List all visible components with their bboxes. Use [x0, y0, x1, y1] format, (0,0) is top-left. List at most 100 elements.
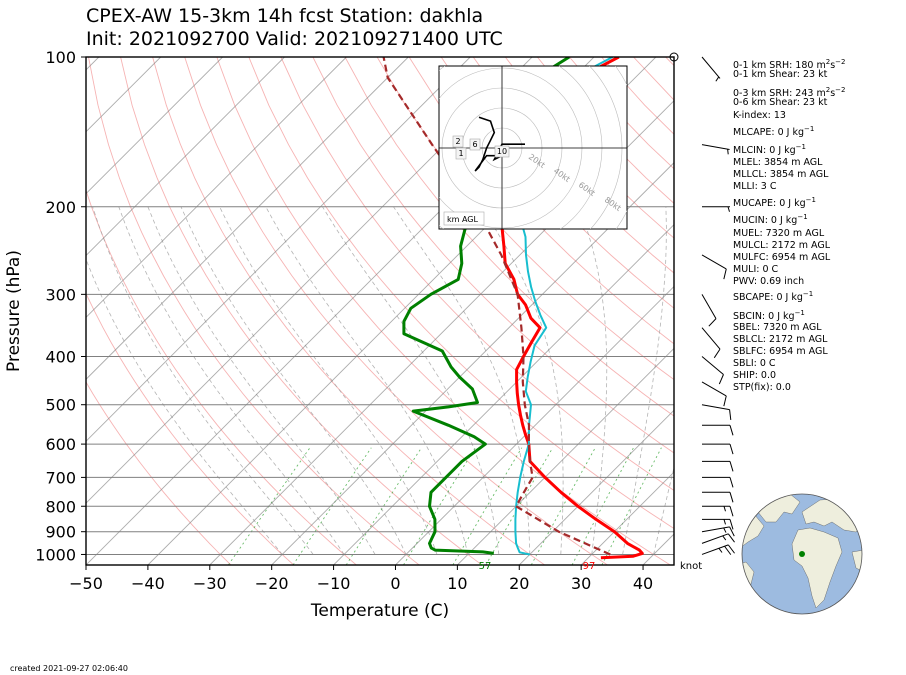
wind-barb [702, 424, 734, 436]
moist-adiabat [578, 206, 608, 555]
calm-wind-marker [669, 52, 679, 62]
wind-barb [702, 476, 734, 488]
index-row: SBLFC: 6954 m AGL [733, 346, 828, 357]
hodograph-height-box [455, 147, 467, 160]
wind-barb [702, 443, 734, 455]
y-tick-label: 600 [45, 435, 76, 454]
moist-adiabat [393, 206, 531, 555]
y-tick-label: 200 [45, 198, 76, 217]
mixing-ratio-line [530, 447, 596, 565]
index-row: MUCAPE: 0 J kg−1 [733, 196, 816, 210]
isotherm [580, 471, 674, 565]
x-tick-label: 20 [509, 574, 529, 593]
index-row: SHIP: 0.0 [733, 370, 777, 381]
wind-barb [701, 254, 727, 280]
hodograph-trace [474, 116, 525, 172]
index-row: SBCIN: 0 J kg−1 [733, 309, 805, 323]
hodograph-legend-box [443, 211, 485, 226]
x-axis-label: Temperature (C) [310, 601, 449, 621]
index-row: MULFC: 6954 m AGL [733, 252, 831, 263]
index-row: MLCIN: 0 J kg−1 [733, 143, 806, 157]
isotherm [518, 409, 674, 565]
index-row: STP(fix): 0.0 [733, 382, 791, 393]
index-row: SBCAPE: 0 J kg−1 [733, 290, 814, 304]
moist-adiabat [481, 206, 564, 555]
wind-barb [701, 356, 724, 385]
wind-barb [702, 491, 734, 503]
index-row: SBLCL: 2172 m AGL [733, 334, 828, 345]
footer-timestamp: created 2021-09-27 02:06:40 [10, 664, 128, 673]
y-tick-label: 500 [45, 396, 76, 415]
isotherm [86, 57, 285, 257]
isotherm [86, 57, 223, 195]
dry-adiabat [472, 57, 674, 274]
moist-adiabat [653, 465, 674, 555]
mixing-ratio-line [601, 447, 662, 565]
moist-adiabat [219, 206, 438, 555]
dry-adiabat [344, 57, 674, 417]
moist-adiabat [265, 206, 469, 555]
y-tick-label: 300 [45, 285, 76, 304]
mixing-ratio-line [292, 447, 372, 565]
mixing-ratio-line [345, 447, 422, 565]
moist-adiabat [118, 206, 345, 555]
surface-dewpoint-label: 57 [479, 561, 492, 572]
index-row: SBEL: 7320 m AGL [733, 322, 822, 333]
wind-barb [701, 381, 727, 407]
x-tick-label: 30 [571, 574, 591, 593]
wind-barb [702, 518, 734, 530]
wind-barb [701, 526, 735, 537]
moist-adiabat [622, 206, 667, 555]
x-tick-label: −40 [131, 574, 165, 593]
y-tick-label: 800 [45, 497, 76, 516]
hodograph-height-box [494, 145, 510, 158]
isotherm [271, 162, 674, 565]
moist-adiabat [147, 206, 376, 555]
wind-barb [702, 505, 734, 517]
x-tick-label: −10 [317, 574, 351, 593]
plot-frame [85, 56, 675, 566]
dry-adiabat [152, 57, 545, 565]
isotherm [395, 285, 674, 565]
dry-adiabat [120, 57, 483, 565]
index-row: MLEL: 3854 m AGL [733, 157, 823, 168]
chart-subtitle: Init: 2021092700 Valid: 202109271400 UTC [86, 28, 503, 50]
dry-adiabat [376, 57, 674, 381]
wind-barb [702, 460, 734, 472]
dry-adiabat [440, 57, 674, 309]
isotherm [86, 57, 162, 133]
chart-title: CPEX-AW 15-3km 14h fcst Station: dakhla [86, 5, 484, 27]
index-row: MULI: 0 C [733, 264, 779, 275]
isotherm [86, 57, 471, 442]
moist-adiabat [86, 258, 283, 555]
hodograph-height-box [469, 138, 481, 151]
wind-barb [701, 56, 721, 82]
x-tick-label: 0 [390, 574, 400, 593]
dry-adiabat [408, 57, 674, 345]
dry-adiabat [280, 57, 674, 491]
hodograph-frame [438, 65, 628, 230]
y-tick-label: 700 [45, 468, 76, 487]
index-row: MUEL: 7320 m AGL [733, 228, 825, 239]
wind-barb [701, 404, 732, 420]
mixing-ratio-line [228, 447, 311, 565]
hodograph-height-box [452, 135, 464, 148]
hodograph-legend: km AGL [447, 215, 479, 224]
index-row: 0-6 km Shear: 23 kt [733, 97, 828, 108]
hodograph-height-label: 6 [472, 140, 477, 149]
wind-units-label: knot [680, 561, 702, 572]
y-tick-label: 1000 [35, 545, 76, 564]
index-row: 0-1 km Shear: 23 kt [733, 69, 828, 80]
station-marker [799, 551, 805, 557]
index-row: MLCAPE: 0 J kg−1 [733, 125, 815, 139]
surface-temperature-label: 97 [583, 561, 596, 572]
dry-adiabat [248, 57, 674, 530]
wind-barb [701, 533, 735, 544]
x-tick-label: −20 [255, 574, 289, 593]
moist-adiabat [180, 206, 407, 555]
y-axis-label: Pressure (hPa) [4, 250, 24, 372]
index-row: MLLCL: 3854 m AGL [733, 169, 829, 180]
index-row: SBLI: 0 C [733, 358, 776, 369]
